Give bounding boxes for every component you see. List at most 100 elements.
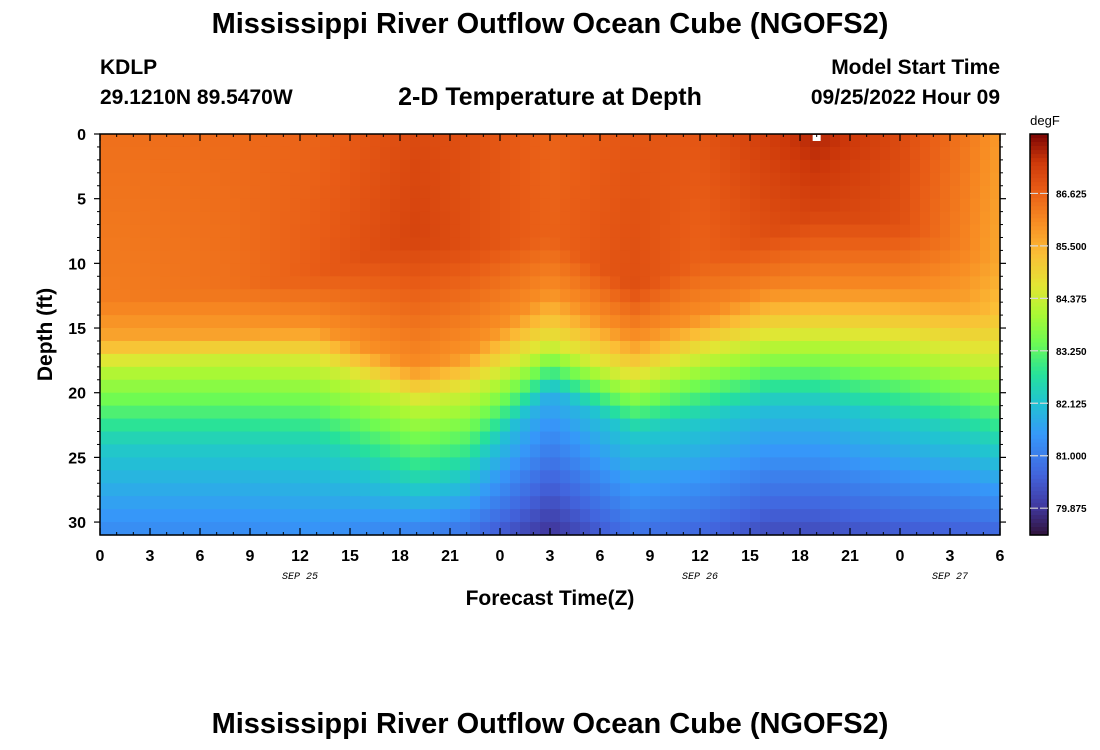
- heatmap-cell: [610, 134, 621, 148]
- heatmap-cell: [280, 224, 291, 239]
- heatmap-cell: [860, 211, 871, 226]
- heatmap-cell: [540, 496, 551, 510]
- heatmap-cell: [580, 431, 591, 446]
- heatmap-cell: [130, 457, 141, 471]
- heatmap-cell: [210, 315, 221, 329]
- heatmap-cell: [680, 146, 691, 161]
- heatmap-cell: [890, 392, 901, 407]
- heatmap-cell: [230, 496, 241, 510]
- heatmap-cell: [810, 392, 821, 407]
- heatmap-cell: [790, 340, 801, 355]
- heatmap-cell: [570, 289, 581, 303]
- heatmap-cell: [200, 250, 211, 264]
- heatmap-cell: [200, 134, 211, 148]
- heatmap-cell: [640, 366, 651, 381]
- heatmap-cell: [650, 328, 661, 342]
- heatmap-cell: [140, 302, 151, 316]
- heatmap-cell: [500, 159, 511, 174]
- heatmap-cell: [560, 250, 571, 264]
- heatmap-cell: [960, 276, 971, 290]
- heatmap-cell: [590, 444, 601, 458]
- heatmap-cell: [420, 340, 431, 355]
- heatmap-cell: [560, 522, 571, 536]
- heatmap-cell: [130, 353, 141, 368]
- heatmap-cell: [190, 509, 201, 523]
- heatmap-cell: [200, 185, 211, 200]
- heatmap-cell: [130, 146, 141, 161]
- heatmap-cell: [630, 353, 641, 368]
- heatmap-cell: [150, 172, 161, 187]
- colorbar-segment: [1030, 394, 1048, 400]
- heatmap-cell: [360, 509, 371, 523]
- heatmap-cell: [870, 211, 881, 226]
- heatmap-cell: [450, 431, 461, 446]
- heatmap-cell: [560, 276, 571, 290]
- heatmap-cell: [610, 211, 621, 226]
- heatmap-cell: [500, 172, 511, 187]
- heatmap-cell: [620, 315, 631, 329]
- heatmap-cell: [700, 289, 711, 303]
- heatmap-cell: [570, 496, 581, 510]
- heatmap-cell: [340, 250, 351, 264]
- heatmap-cell: [860, 315, 871, 329]
- heatmap-cell: [440, 457, 451, 471]
- colorbar-segment: [1030, 158, 1048, 163]
- heatmap-cell: [680, 134, 691, 148]
- heatmap-cell: [460, 146, 471, 161]
- heatmap-cell: [460, 444, 471, 458]
- heatmap-cell: [140, 366, 151, 381]
- colorbar-segment: [1030, 146, 1048, 151]
- heatmap-cell: [700, 328, 711, 342]
- heatmap-cell: [960, 172, 971, 187]
- heatmap-cell: [270, 315, 281, 329]
- heatmap-cell: [270, 302, 281, 316]
- heatmap-cell: [780, 302, 791, 316]
- heatmap-cell: [740, 405, 751, 420]
- heatmap-cell: [580, 444, 591, 458]
- heatmap-cell: [420, 315, 431, 329]
- heatmap-cell: [500, 366, 511, 381]
- heatmap-cell: [680, 159, 691, 174]
- heatmap-cell: [710, 211, 721, 226]
- heatmap-cell: [850, 263, 861, 277]
- heatmap-cell: [710, 392, 721, 407]
- heatmap-cell: [290, 470, 301, 484]
- heatmap-cell: [770, 431, 781, 446]
- heatmap-cell: [420, 522, 431, 536]
- heatmap-cell: [200, 237, 211, 252]
- heatmap-cell: [330, 457, 341, 471]
- heatmap-cell: [630, 185, 641, 200]
- heatmap-cell: [860, 379, 871, 394]
- heatmap-cell: [290, 483, 301, 497]
- heatmap-cell: [880, 237, 891, 252]
- heatmap-cell: [550, 483, 561, 497]
- colorbar-segment: [1030, 174, 1048, 179]
- heatmap-cell: [560, 315, 571, 329]
- heatmap-cell: [510, 522, 521, 536]
- heatmap-cell: [870, 366, 881, 381]
- heatmap-cell: [180, 237, 191, 252]
- heatmap-cell: [110, 483, 121, 497]
- heatmap-cell: [790, 431, 801, 446]
- heatmap-cell: [170, 198, 181, 213]
- heatmap-cell: [170, 302, 181, 316]
- heatmap-cell: [300, 250, 311, 264]
- heatmap-cell: [640, 470, 651, 484]
- heatmap-cell: [720, 418, 731, 433]
- heatmap-cell: [120, 185, 131, 200]
- heatmap-cell: [540, 289, 551, 303]
- heatmap-cell: [640, 431, 651, 446]
- heatmap-cell: [500, 134, 511, 148]
- heatmap-cell: [780, 444, 791, 458]
- heatmap-cell: [550, 340, 561, 355]
- colorbar-segment: [1030, 154, 1048, 159]
- heatmap-cell: [100, 444, 111, 458]
- heatmap-cell: [750, 276, 761, 290]
- heatmap-cell: [510, 328, 521, 342]
- heatmap-cell: [730, 444, 741, 458]
- heatmap-cell: [470, 366, 481, 381]
- heatmap-cell: [210, 276, 221, 290]
- heatmap-cell: [610, 366, 621, 381]
- heatmap-cell: [860, 263, 871, 277]
- heatmap-cell: [810, 444, 821, 458]
